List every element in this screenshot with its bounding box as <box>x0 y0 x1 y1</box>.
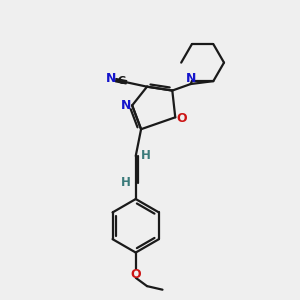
Text: C: C <box>117 76 125 86</box>
Text: O: O <box>176 112 187 125</box>
Text: O: O <box>130 268 141 281</box>
Text: N: N <box>185 73 196 85</box>
Text: N: N <box>106 73 116 85</box>
Text: H: H <box>121 176 131 189</box>
Text: N: N <box>120 99 131 112</box>
Text: H: H <box>141 149 151 162</box>
